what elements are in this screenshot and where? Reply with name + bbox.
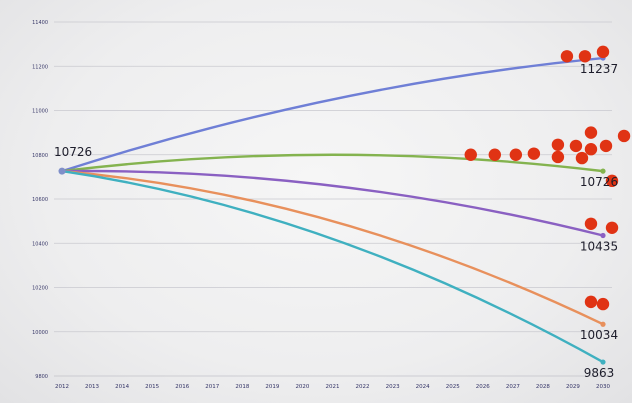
x-tick-label: 2015 — [145, 384, 159, 390]
y-tick-label: 10400 — [32, 241, 48, 247]
observation-dot — [560, 50, 574, 63]
y-tick-label: 10200 — [32, 286, 48, 292]
series-line — [60, 169, 605, 326]
observation-dot — [578, 50, 592, 63]
y-tick-label: 9800 — [35, 374, 48, 380]
y-tick-label: 10800 — [32, 153, 48, 159]
series-line — [60, 169, 605, 237]
x-tick-label: 2022 — [356, 384, 370, 390]
series-end-label: 11237 — [580, 62, 618, 76]
series-end-point — [600, 321, 606, 327]
series-line — [60, 153, 605, 173]
series-line — [60, 56, 605, 173]
observation-dots — [464, 45, 631, 311]
observation-dot — [551, 138, 565, 151]
observation-dot — [605, 221, 619, 234]
series-end-point — [600, 359, 606, 365]
series-end-label: 9863 — [584, 366, 615, 380]
x-tick-label: 2012 — [55, 384, 69, 390]
observation-dot — [599, 139, 613, 153]
series-lines — [58, 55, 606, 365]
x-tick-label: 2017 — [205, 384, 219, 390]
x-tick-label: 2028 — [536, 384, 550, 390]
observation-dot — [596, 297, 610, 311]
observation-dot — [527, 147, 541, 160]
x-tick-label: 2027 — [506, 384, 520, 390]
x-tick-label: 2029 — [566, 384, 580, 390]
x-tick-label: 2024 — [416, 384, 430, 390]
x-tick-label: 2030 — [596, 384, 610, 390]
series-line — [60, 169, 605, 364]
observation-dot — [488, 148, 501, 161]
x-tick-label: 2026 — [476, 384, 490, 390]
x-tick-label: 2020 — [295, 384, 309, 390]
y-tick-label: 11400 — [32, 20, 48, 26]
series-end-label: 10435 — [580, 240, 618, 254]
observation-dot — [584, 217, 598, 230]
y-axis-ticks: 11400 11200 11000 10800 10600 10400 10200 10000… — [32, 20, 48, 380]
gridlines — [54, 21, 612, 333]
series-end-label: 10034 — [580, 328, 618, 342]
start-point — [58, 167, 66, 175]
x-tick-label: 2014 — [115, 384, 129, 390]
x-tick-label: 2016 — [175, 384, 189, 390]
data-labels: 10726 11237 10726 10435 10034 9863 — [54, 62, 618, 380]
y-tick-label: 11200 — [32, 64, 48, 70]
observation-dot — [605, 174, 619, 188]
x-tick-label: 2021 — [326, 384, 340, 390]
observation-dot — [596, 45, 610, 59]
x-tick-label: 2025 — [446, 384, 460, 390]
x-tick-label: 2018 — [235, 384, 249, 390]
x-tick-label: 2013 — [85, 384, 99, 390]
y-tick-label: 10600 — [32, 197, 48, 203]
start-value-label: 10726 — [54, 145, 92, 159]
observation-dot — [584, 126, 598, 139]
observation-dot — [617, 129, 631, 143]
y-tick-label: 11000 — [32, 109, 48, 115]
observation-dot — [575, 151, 589, 165]
series-end-point — [600, 232, 606, 239]
observation-dot — [464, 148, 477, 161]
observation-dot — [509, 148, 523, 161]
series-end-point — [600, 168, 606, 174]
x-tick-label: 2019 — [265, 384, 279, 390]
y-tick-label: 10000 — [32, 330, 48, 336]
observation-dot — [584, 143, 598, 156]
observation-dot — [584, 295, 598, 309]
x-axis-ticks: 2012 2013 2014 2015 2016 2017 2018 2019 2020 2021… — [55, 384, 610, 390]
series-end-label: 10726 — [580, 175, 618, 189]
x-tick-label: 2023 — [386, 384, 400, 390]
observation-dot — [569, 139, 583, 153]
observation-dot — [551, 150, 565, 164]
